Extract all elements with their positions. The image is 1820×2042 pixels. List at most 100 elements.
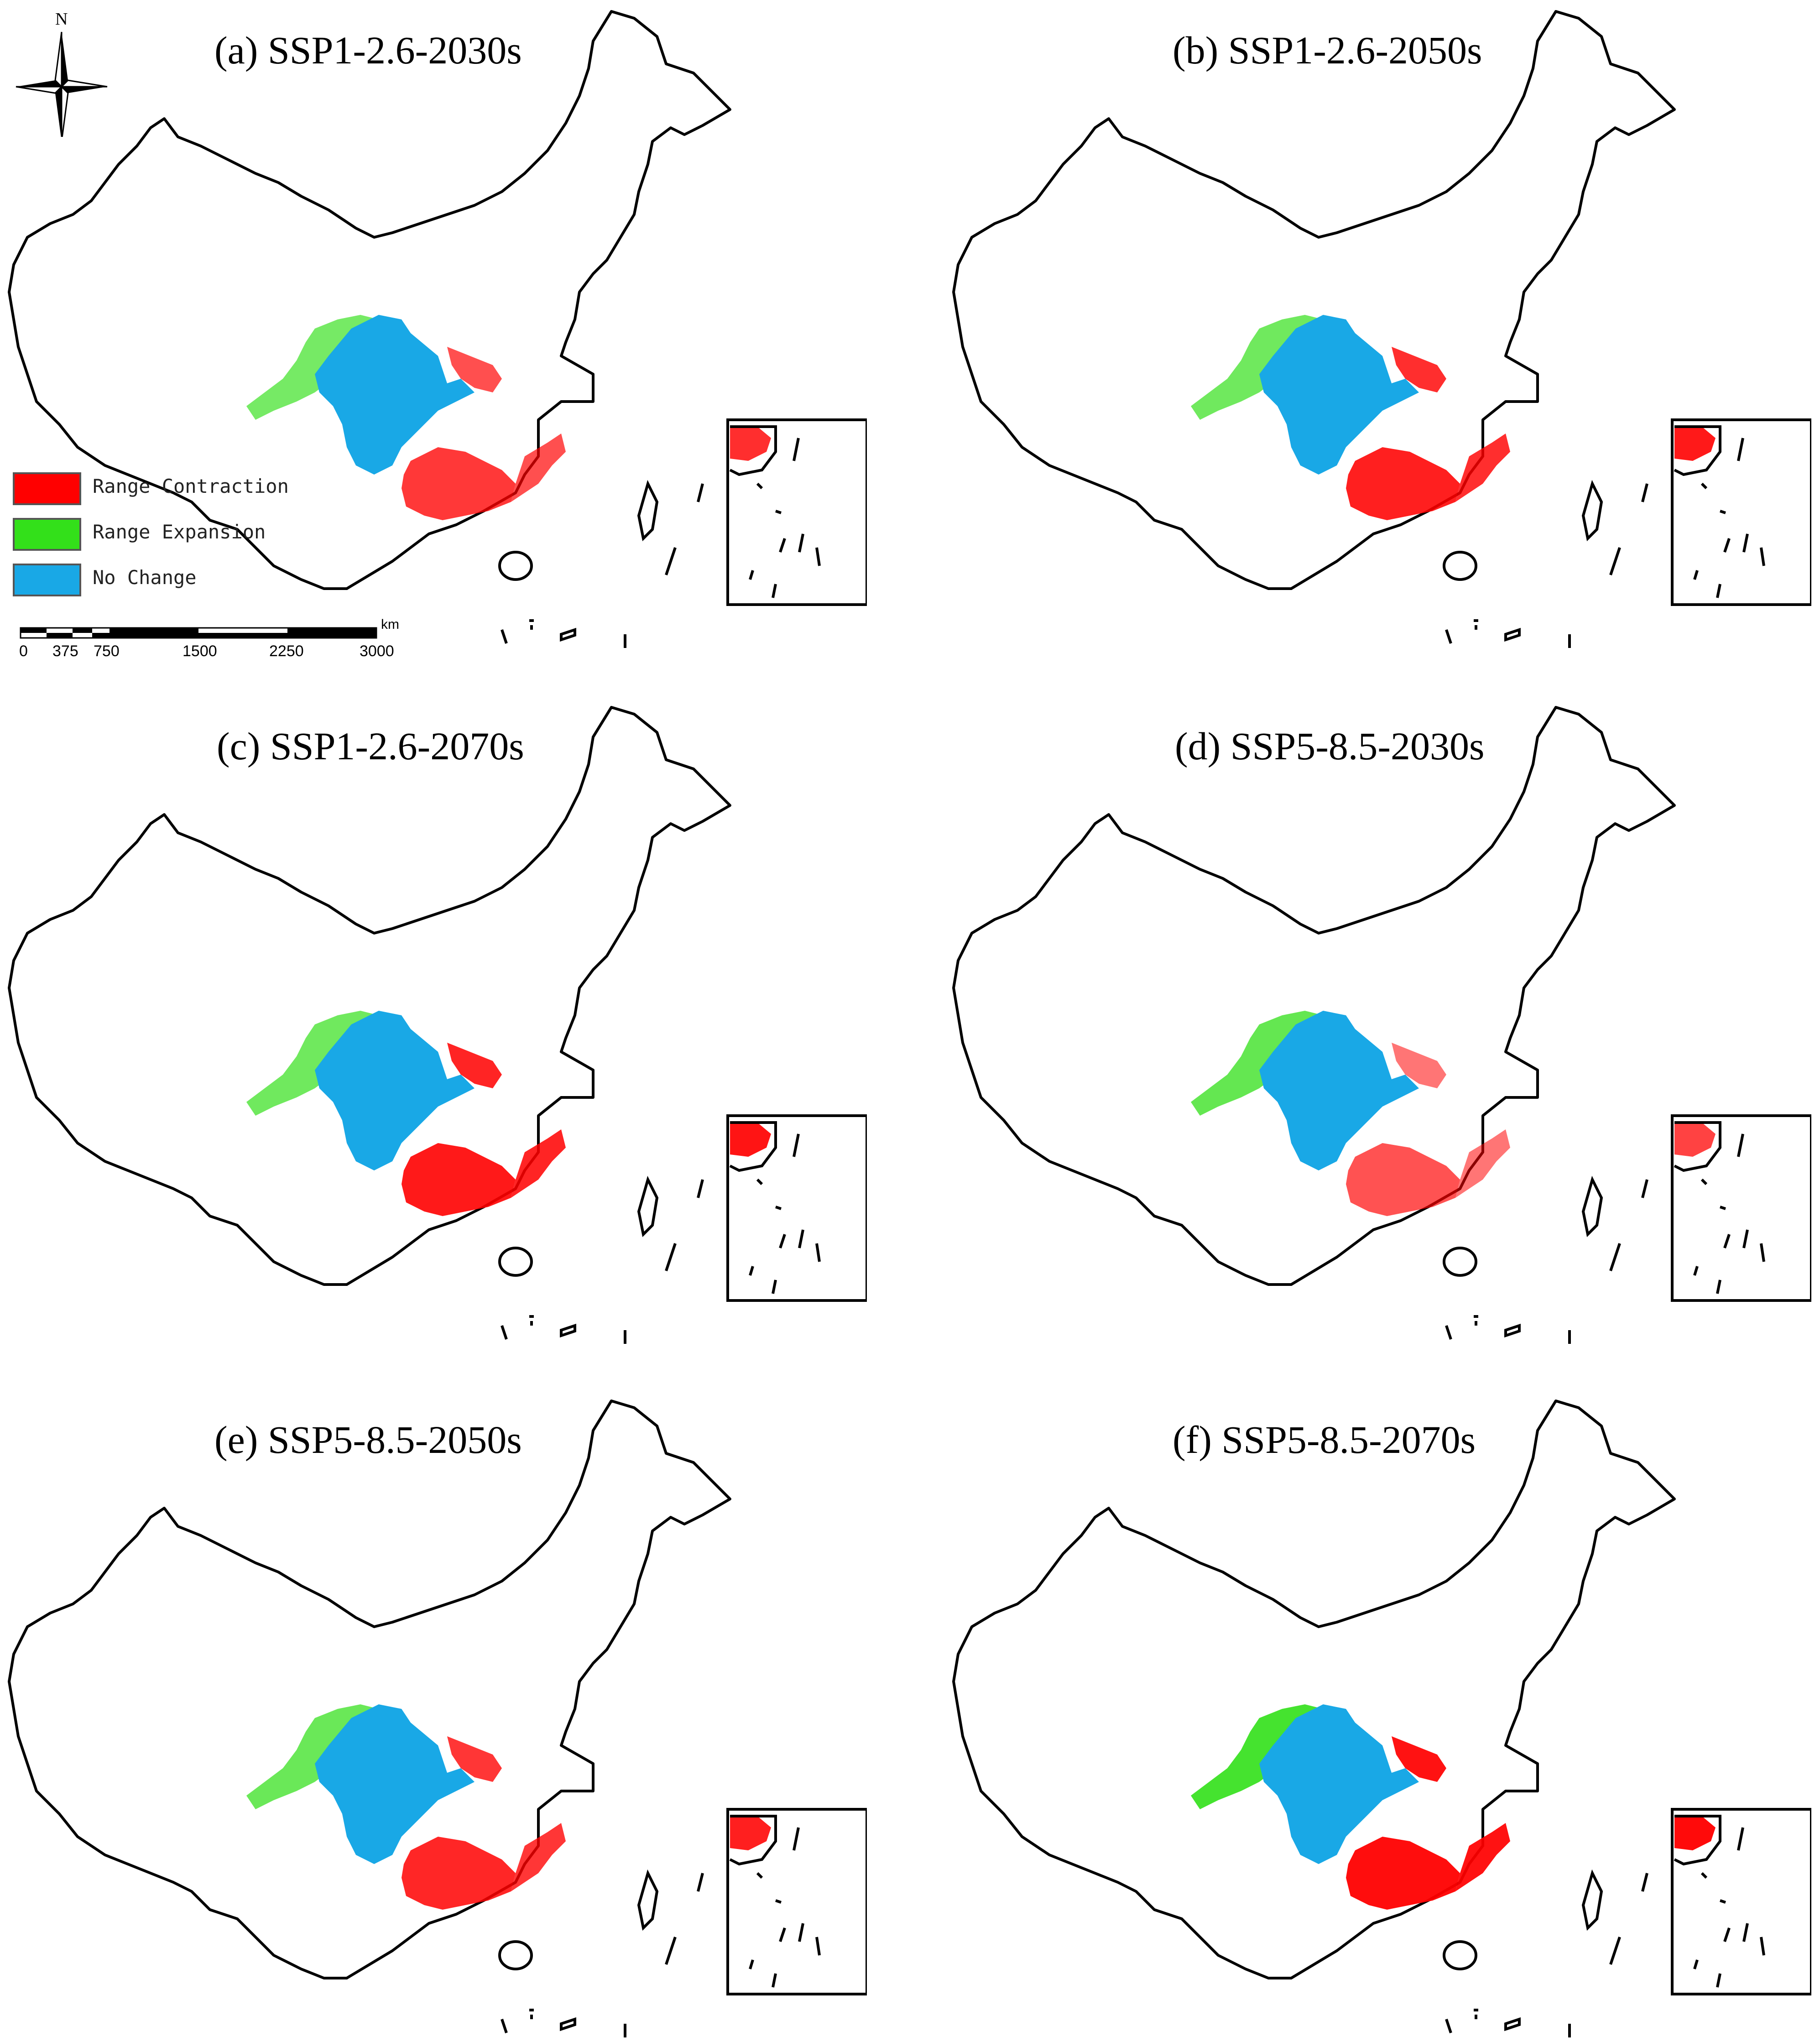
compass-rose-icon [16, 31, 108, 142]
legend-label-expansion: Range Expansion [93, 521, 266, 543]
taiwan-island [637, 1175, 659, 1238]
no-change-area [315, 1704, 475, 1864]
country-outline [8, 1400, 731, 1979]
no-change-area [1259, 1011, 1419, 1170]
inset-coastline [729, 1121, 777, 1172]
inset-coastline [729, 1815, 777, 1866]
legend-swatch-expansion [13, 518, 81, 551]
inset-contraction-area [730, 1123, 771, 1157]
map-panel: (a) SSP1-2.6-2030s [0, 0, 867, 653]
south-sea-islands [501, 1315, 626, 1344]
range-contraction-area [1346, 1143, 1460, 1216]
taiwan-island [1581, 1175, 1603, 1238]
hainan-island [498, 551, 533, 581]
taiwan-island [1581, 1869, 1603, 1931]
hainan-island [1443, 1940, 1477, 1970]
inset-contraction-area [1674, 1123, 1716, 1157]
range-contraction-area-coast [1455, 1823, 1510, 1891]
scale-tick-375: 375 [52, 642, 78, 660]
north-label: N [55, 10, 68, 29]
south-sea-islands [501, 2009, 626, 2037]
inset-islands [749, 1827, 821, 1988]
hainan-island [1443, 551, 1477, 581]
range-contraction-area-coast [511, 1129, 566, 1198]
scale-tick-1500: 1500 [183, 642, 217, 660]
range-contraction-area [402, 447, 516, 520]
legend-swatch-no-change [13, 564, 81, 596]
inset-contraction-area [730, 427, 771, 461]
country-outline [952, 706, 1676, 1286]
south-sea-islands [1445, 619, 1571, 648]
map-panel: (f) SSP5-8.5-2070s [944, 1389, 1811, 2042]
hainan-island [498, 1247, 533, 1277]
range-contraction-area [402, 1143, 516, 1216]
range-contraction-area-coast [1455, 433, 1510, 502]
inset-contraction-area [1674, 1816, 1716, 1850]
range-contraction-area [1346, 447, 1460, 520]
china-map [8, 1400, 867, 2037]
panel-title: (d) SSP5-8.5-2030s [1175, 724, 1485, 768]
range-contraction-area-north [447, 1043, 502, 1088]
no-change-area [1259, 315, 1419, 475]
range-contraction-area-north [1392, 347, 1446, 392]
legend-label-no-change: No Change [93, 566, 197, 589]
inset-islands [749, 438, 821, 598]
scale-tick-2250: 2250 [269, 642, 304, 660]
scale-unit: km [381, 617, 399, 632]
range-contraction-area-north [447, 1736, 502, 1782]
range-contraction-area-north [1392, 1736, 1446, 1782]
scale-bar: km 0 375 750 1500 2250 3000 [18, 617, 411, 671]
south-sea-islands [1445, 1315, 1571, 1344]
china-map [8, 10, 867, 648]
panel-title: (c) SSP1-2.6-2070s [217, 724, 524, 768]
range-contraction-area-coast [1455, 1129, 1510, 1198]
map-panel: (e) SSP5-8.5-2050s [0, 1389, 867, 2042]
south-sea-islands [501, 619, 626, 648]
north-arrow: N [11, 9, 112, 142]
china-map [952, 1400, 1811, 2037]
country-outline [952, 1400, 1676, 1979]
map-panel: (d) SSP5-8.5-2030s [944, 696, 1811, 1348]
range-contraction-area-coast [511, 433, 566, 502]
country-outline [952, 10, 1676, 590]
china-map [8, 706, 867, 1344]
island-dashes [1609, 483, 1648, 575]
south-sea-islands [1445, 2009, 1571, 2037]
scale-tick-750: 750 [94, 642, 120, 660]
island-dashes [665, 1179, 704, 1271]
taiwan-island [637, 1869, 659, 1931]
taiwan-island [1581, 480, 1603, 542]
panel-title: (a) SSP1-2.6-2030s [214, 28, 522, 72]
hainan-island [498, 1940, 533, 1970]
island-dashes [1609, 1179, 1648, 1271]
inset-coastline [1674, 1121, 1721, 1172]
range-contraction-area-north [1392, 1043, 1446, 1088]
map-panel: (b) SSP1-2.6-2050s [944, 0, 1811, 653]
inset-coastline [729, 425, 777, 476]
island-dashes [665, 1873, 704, 1965]
china-map [952, 706, 1811, 1344]
range-contraction-area [1346, 1837, 1460, 1910]
taiwan-island [637, 480, 659, 542]
hainan-island [1443, 1247, 1477, 1277]
inset-coastline [1674, 425, 1721, 476]
inset-islands [749, 1133, 821, 1294]
no-change-area [315, 315, 475, 475]
scale-bar-graphic [20, 627, 377, 639]
map-panel: (c) SSP1-2.6-2070s [0, 696, 867, 1348]
scale-tick-0: 0 [19, 642, 28, 660]
inset-islands [1693, 438, 1765, 598]
island-dashes [665, 483, 704, 575]
island-dashes [1609, 1873, 1648, 1965]
inset-contraction-area [730, 1816, 771, 1850]
inset-contraction-area [1674, 427, 1716, 461]
legend-label-contraction: Range Contraction [93, 475, 289, 497]
country-outline [8, 10, 731, 590]
inset-islands [1693, 1133, 1765, 1294]
panel-title: (b) SSP1-2.6-2050s [1173, 28, 1482, 72]
panel-title: (e) SSP5-8.5-2050s [214, 1418, 522, 1462]
panel-title: (f) SSP5-8.5-2070s [1173, 1418, 1476, 1462]
china-map [952, 10, 1811, 648]
inset-islands [1693, 1827, 1765, 1988]
range-contraction-area-north [447, 347, 502, 392]
